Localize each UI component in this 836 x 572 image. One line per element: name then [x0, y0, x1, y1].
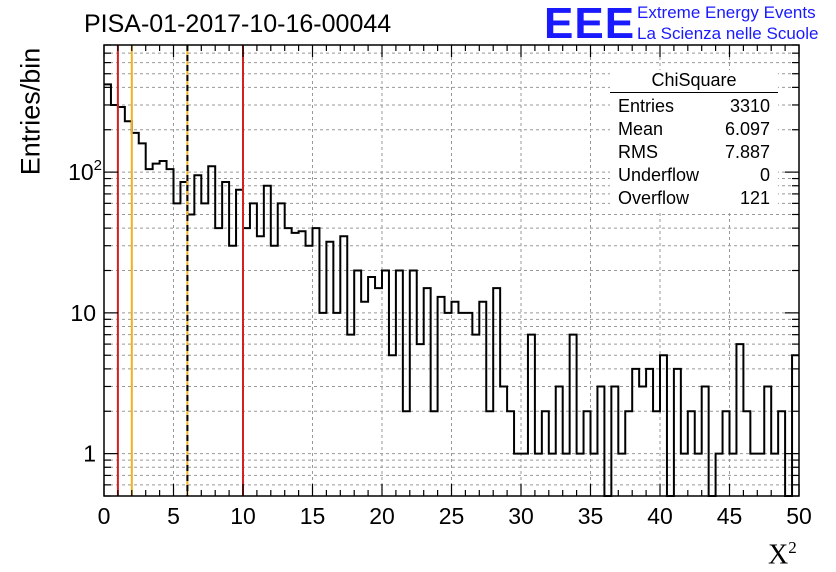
y-tick-label: 102 — [68, 157, 102, 185]
x-tick-label: 50 — [786, 503, 812, 529]
histogram-line — [104, 83, 799, 497]
x-axis-label-base: X — [768, 539, 789, 571]
stats-label: Mean — [618, 119, 664, 139]
y-axis-label: Entries/bin — [15, 47, 46, 176]
x-tick-label: 20 — [369, 503, 395, 529]
stats-row: RMS 7.887 — [610, 141, 778, 164]
x-tick-label: 5 — [167, 503, 180, 529]
logo-subtitle-1: Extreme Energy Events — [637, 3, 816, 22]
x-tick-label: 25 — [439, 503, 465, 529]
logo-subtitle-2: La Scienza nelle Scuole — [637, 24, 819, 43]
stats-value: 3310 — [729, 96, 770, 116]
stats-box: ChiSquare Entries 3310 Mean 6.097 RMS 7.887… — [610, 70, 778, 210]
x-tick-label: 35 — [578, 503, 604, 529]
eee-logo: EEE — [544, 0, 636, 48]
stats-label: RMS — [618, 142, 658, 162]
x-tick-label: 0 — [98, 503, 111, 529]
stats-row: Underflow 0 — [610, 164, 778, 187]
stats-row: Overflow 121 — [610, 187, 778, 210]
y-tick-label: 1 — [83, 441, 96, 467]
y-tick-label: 10 — [70, 300, 96, 326]
stats-row: Mean 6.097 — [610, 118, 778, 141]
stats-value: 6.097 — [724, 119, 770, 139]
stats-value: 0 — [759, 165, 770, 185]
stats-value: 121 — [739, 188, 770, 208]
stats-label: Underflow — [618, 165, 700, 185]
x-axis-label: X2 — [768, 538, 797, 571]
x-tick-label: 40 — [647, 503, 673, 529]
stats-value: 7.887 — [724, 142, 770, 162]
chart-title: PISA-01-2017-10-16-00044 — [84, 10, 392, 38]
x-tick-label: 15 — [300, 503, 326, 529]
x-tick-label: 45 — [717, 503, 743, 529]
stats-title: ChiSquare — [610, 70, 778, 93]
x-tick-label: 30 — [508, 503, 534, 529]
stats-label: Entries — [618, 96, 675, 116]
x-tick-label: 10 — [230, 503, 256, 529]
stats-label: Overflow — [618, 188, 690, 208]
x-axis-label-sup: 2 — [788, 538, 797, 557]
stats-row: Entries 3310 — [610, 95, 778, 118]
